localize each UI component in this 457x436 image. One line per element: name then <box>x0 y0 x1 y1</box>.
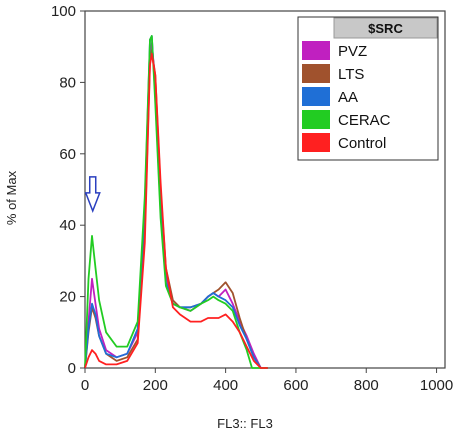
legend-swatch <box>302 41 330 60</box>
legend-swatch <box>302 133 330 152</box>
legend-swatch <box>302 87 330 106</box>
y-tick-label: 60 <box>59 146 76 163</box>
y-tick-label: 0 <box>68 360 76 377</box>
x-tick-label: 1000 <box>420 377 453 394</box>
series-lines <box>84 35 268 369</box>
legend-entry: Control <box>338 135 386 152</box>
legend-entry: PVZ <box>338 43 367 60</box>
legend-entry: LTS <box>338 66 364 83</box>
legend-swatch <box>302 110 330 129</box>
legend-entry: CERAC <box>338 112 391 129</box>
x-tick-label: 800 <box>354 377 379 394</box>
x-tick-label: 200 <box>143 377 168 394</box>
legend-swatch <box>302 64 330 83</box>
x-tick-label: 0 <box>81 377 89 394</box>
legend-entry: AA <box>338 89 358 106</box>
series-line-control <box>84 52 268 369</box>
y-axis-label: % of Max <box>4 170 19 225</box>
y-tick-label: 40 <box>59 217 76 234</box>
y-tick-label: 100 <box>51 3 76 20</box>
annotation <box>84 176 101 213</box>
x-tick-label: 400 <box>213 377 238 394</box>
series-line-cerac <box>84 35 268 369</box>
legend-header: $SRC <box>368 21 403 36</box>
down-arrow-icon <box>84 176 101 213</box>
x-tick-label: 600 <box>283 377 308 394</box>
y-tick-label: 80 <box>59 74 76 91</box>
legend-header-cell <box>333 17 438 39</box>
y-tick-label: 20 <box>59 289 76 306</box>
x-axis-label: FL3:: FL3 <box>217 416 273 431</box>
